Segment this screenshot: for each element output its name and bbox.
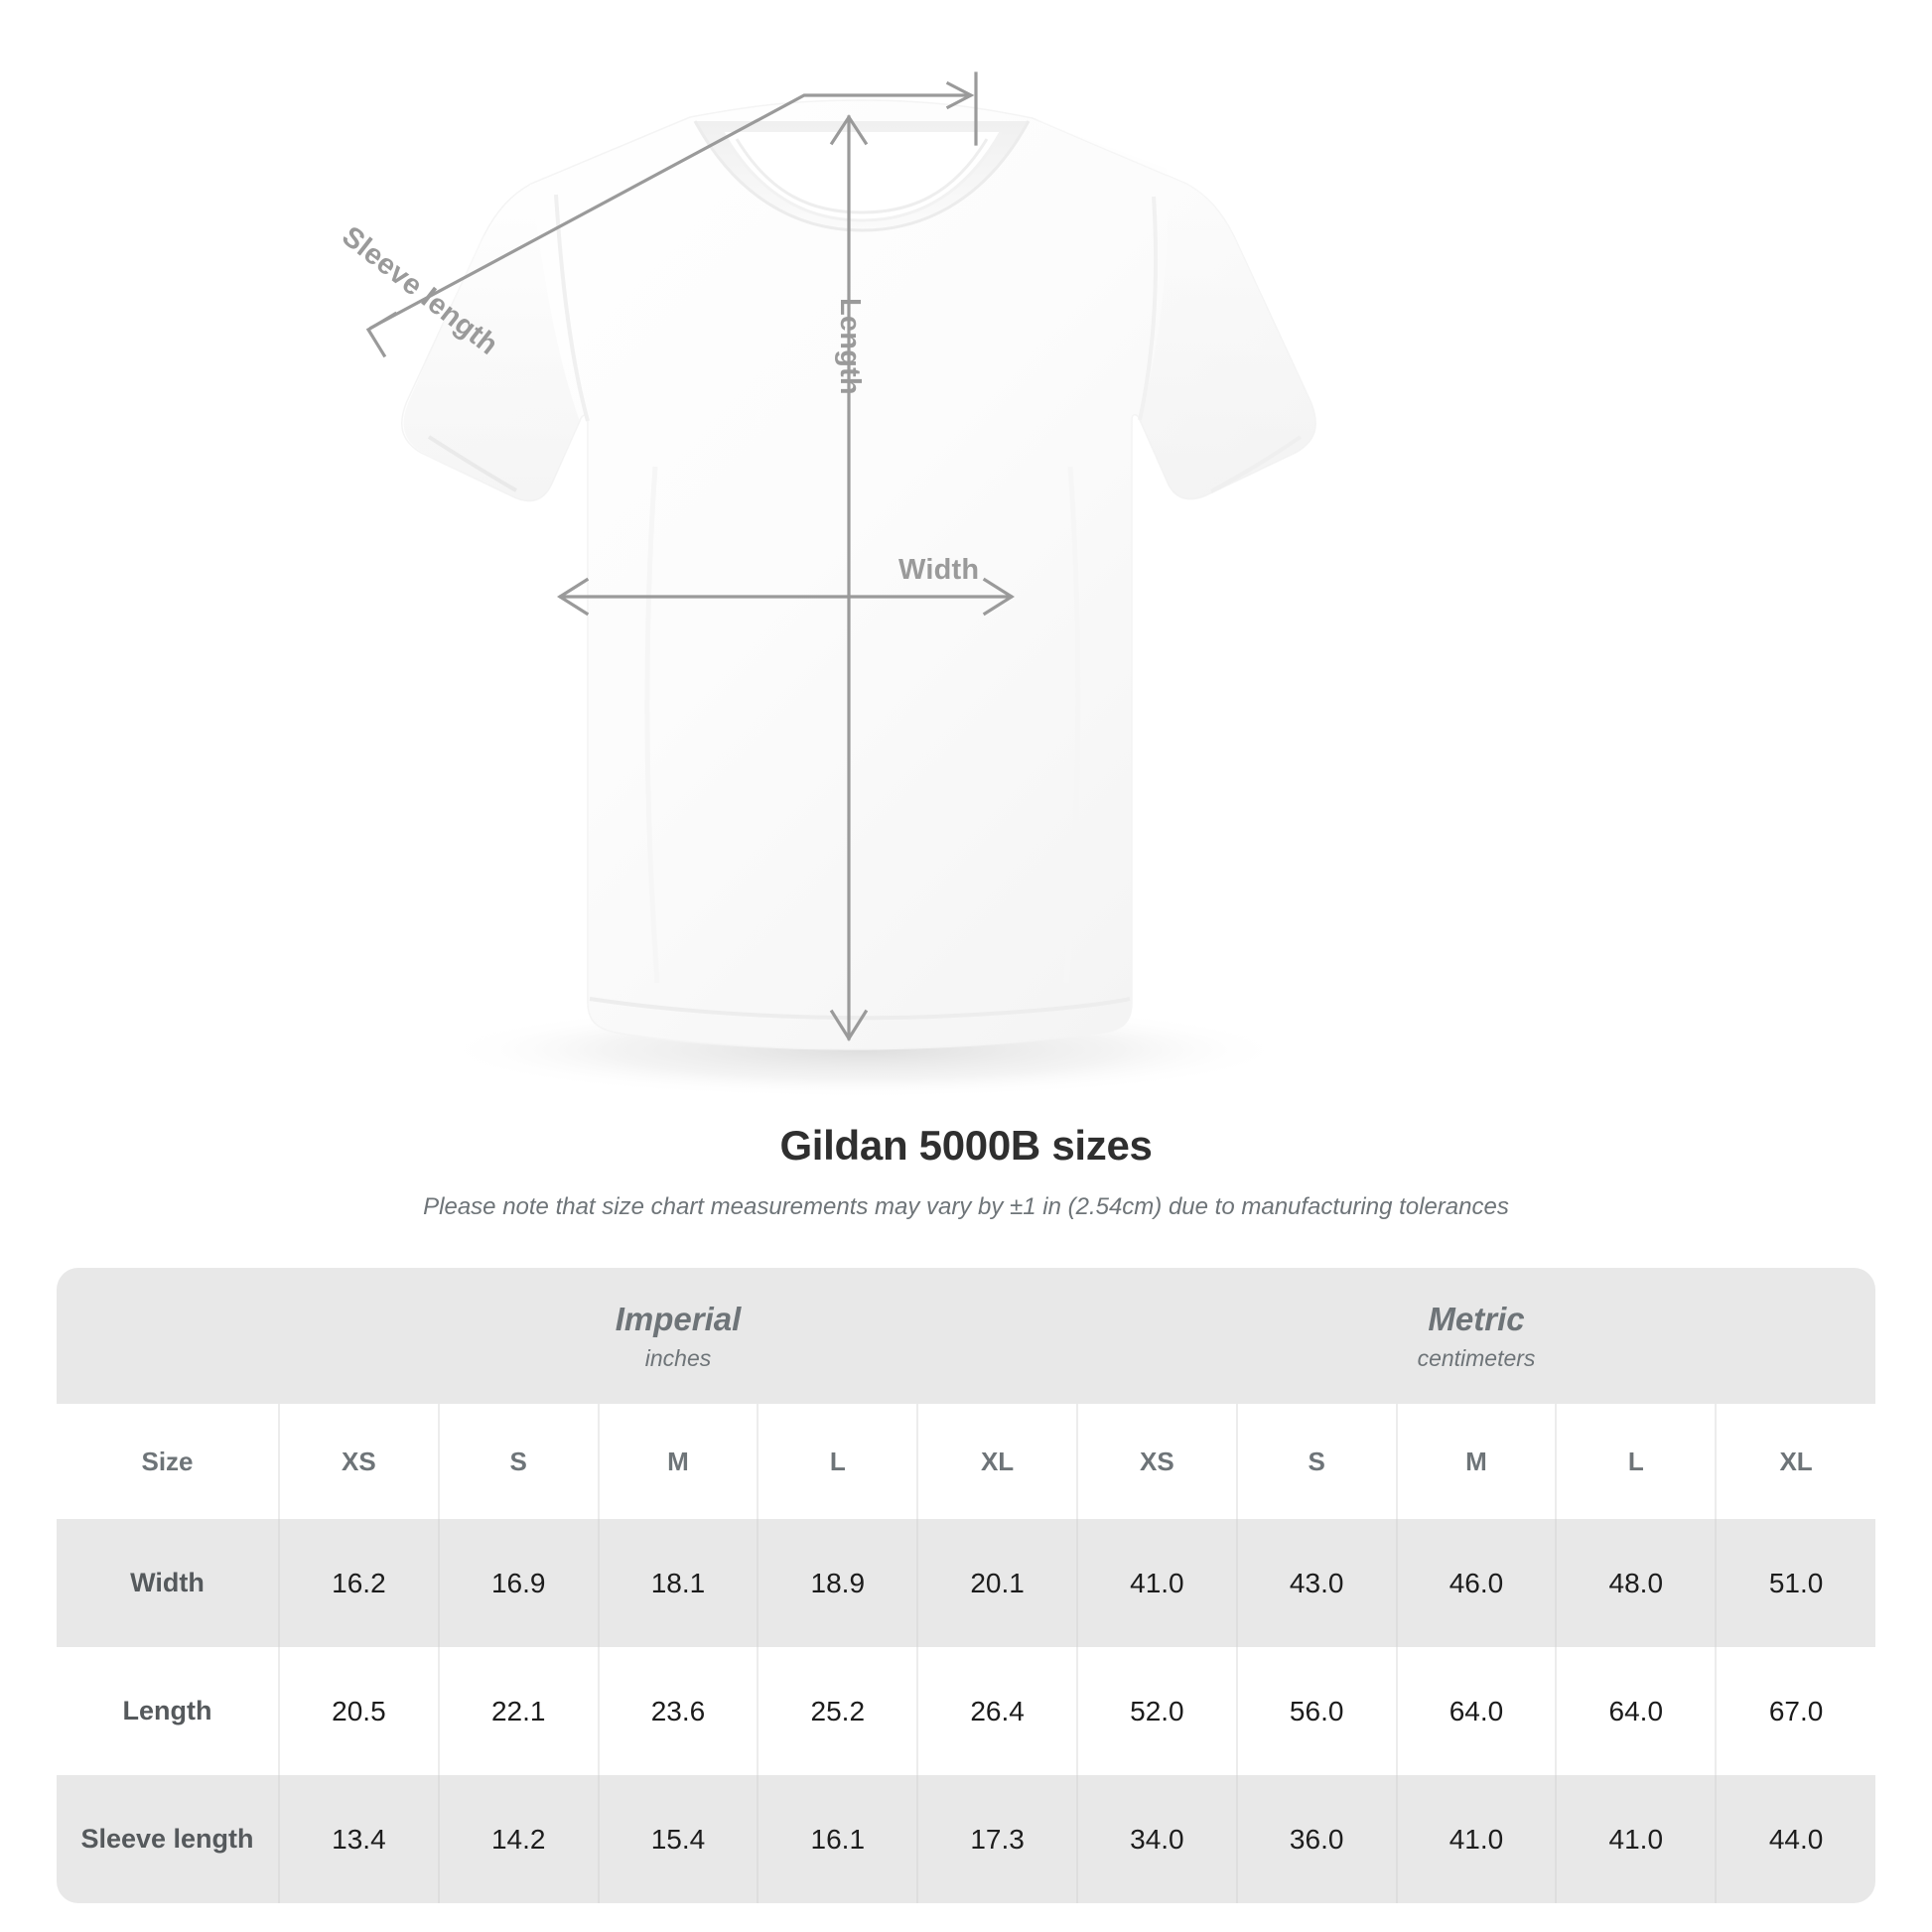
- cell-sleeve-imperial-xl: 17.3: [916, 1775, 1077, 1903]
- cell-sleeve-metric-s: 36.0: [1235, 1775, 1397, 1903]
- metric-unit: centimeters: [1417, 1344, 1536, 1371]
- cell-width-imperial-l: 18.9: [757, 1519, 918, 1647]
- cell-sleeve-metric-m: 41.0: [1395, 1775, 1557, 1903]
- table-row: Sleeve length 13.4 14.2 15.4 16.1 17.3 3…: [57, 1775, 1876, 1903]
- cell-length-imperial-s: 22.1: [437, 1647, 599, 1775]
- cell-length-imperial-xl: 26.4: [916, 1647, 1077, 1775]
- collar-inner: [721, 131, 1003, 222]
- body-fold-right: [1063, 466, 1081, 984]
- cell-width-imperial-m: 18.1: [597, 1519, 759, 1647]
- cell-sleeve-metric-xl: 44.0: [1715, 1775, 1876, 1903]
- sleeve-arrowhead: [365, 311, 398, 358]
- header-metric-xs: XS: [1075, 1404, 1237, 1519]
- metric-label: Metric: [1428, 1301, 1525, 1338]
- metric-unit-cell: Metric centimeters: [1076, 1268, 1876, 1404]
- table-row: Width 16.2 16.9 18.1 18.9 20.1 41.0 43.0…: [57, 1519, 1876, 1647]
- cell-sleeve-imperial-xs: 13.4: [278, 1775, 439, 1903]
- header-imperial-xl: XL: [916, 1404, 1077, 1519]
- unit-spacer-cell: [57, 1268, 279, 1404]
- sleeve-length-dimension: [365, 71, 978, 358]
- cell-length-metric-s: 56.0: [1235, 1647, 1397, 1775]
- cell-width-metric-xs: 41.0: [1075, 1519, 1237, 1647]
- cell-sleeve-metric-xs: 34.0: [1075, 1775, 1237, 1903]
- length-dimension: [829, 114, 869, 1042]
- corner-header-cell: Size: [57, 1404, 279, 1519]
- imperial-label: Imperial: [615, 1301, 742, 1338]
- cell-sleeve-metric-l: 41.0: [1555, 1775, 1717, 1903]
- imperial-unit-cell: Imperial inches: [279, 1268, 1077, 1404]
- size-chart-container: Imperial inches Metric centimeters Size …: [57, 1268, 1876, 1903]
- page-title: Gildan 5000B sizes: [779, 1122, 1153, 1169]
- size-chart-table: Imperial inches Metric centimeters Size …: [57, 1268, 1876, 1903]
- length-label: Length: [834, 298, 866, 395]
- size-header-row: Size XS S M L XL XS S M L XL: [57, 1404, 1876, 1519]
- header-imperial-l: L: [757, 1404, 918, 1519]
- row-label-length: Length: [57, 1647, 279, 1775]
- cell-length-imperial-m: 23.6: [597, 1647, 759, 1775]
- right-sleeve-shade: [1033, 118, 1316, 499]
- cell-length-metric-xs: 52.0: [1075, 1647, 1237, 1775]
- imperial-unit: inches: [644, 1344, 712, 1371]
- header-metric-s: S: [1235, 1404, 1397, 1519]
- cell-sleeve-imperial-s: 14.2: [437, 1775, 599, 1903]
- length-arrow-bottom: [829, 1009, 869, 1042]
- header-imperial-s: S: [437, 1404, 599, 1519]
- width-label: Width: [898, 554, 980, 586]
- cell-length-imperial-xs: 20.5: [278, 1647, 439, 1775]
- header-metric-xl: XL: [1715, 1404, 1876, 1519]
- unit-banner-row: Imperial inches Metric centimeters: [57, 1268, 1876, 1404]
- cell-length-metric-xl: 67.0: [1715, 1647, 1876, 1775]
- body-fold-left: [644, 466, 660, 984]
- dimension-lines: [365, 71, 1016, 1042]
- width-arrow-left: [556, 577, 590, 617]
- left-sleeve-hem: [427, 435, 517, 492]
- row-label-sleeve-length: Sleeve length: [57, 1775, 279, 1903]
- tshirt-diagram: [365, 71, 1316, 1098]
- width-arrow-right: [982, 577, 1016, 617]
- cell-width-imperial-xl: 20.1: [916, 1519, 1077, 1647]
- table-row: Length 20.5 22.1 23.6 25.2 26.4 52.0 56.…: [57, 1647, 1876, 1775]
- cell-length-metric-l: 64.0: [1555, 1647, 1717, 1775]
- title-block: Gildan 5000B sizes Please note that size…: [0, 1122, 1932, 1221]
- right-sleeve-hem: [1210, 435, 1303, 493]
- collar-ribbing: [735, 138, 989, 214]
- width-dimension: [556, 577, 1016, 617]
- product-illustration: Sleeve length Length Width: [336, 71, 1316, 1098]
- cell-width-imperial-xs: 16.2: [278, 1519, 439, 1647]
- cell-width-metric-l: 48.0: [1555, 1519, 1717, 1647]
- cell-width-metric-m: 46.0: [1395, 1519, 1557, 1647]
- cell-sleeve-imperial-m: 15.4: [597, 1775, 759, 1903]
- sleeve-arrow-right: [945, 80, 975, 110]
- length-arrow-top: [829, 114, 869, 146]
- left-sleeve-shade: [403, 184, 580, 501]
- cell-length-metric-m: 64.0: [1395, 1647, 1557, 1775]
- cell-width-metric-xl: 51.0: [1715, 1519, 1876, 1647]
- header-imperial-m: M: [597, 1404, 759, 1519]
- cell-width-metric-s: 43.0: [1235, 1519, 1397, 1647]
- cell-sleeve-imperial-l: 16.1: [757, 1775, 918, 1903]
- header-metric-l: L: [1555, 1404, 1717, 1519]
- header-metric-m: M: [1395, 1404, 1557, 1519]
- header-imperial-xs: XS: [278, 1404, 439, 1519]
- cell-length-imperial-l: 25.2: [757, 1647, 918, 1775]
- tolerance-note: Please note that size chart measurements…: [423, 1193, 1509, 1220]
- cell-width-imperial-s: 16.9: [437, 1519, 599, 1647]
- row-label-width: Width: [57, 1519, 279, 1647]
- right-sleeve-seam: [1138, 196, 1159, 421]
- bottom-hem: [589, 997, 1131, 1021]
